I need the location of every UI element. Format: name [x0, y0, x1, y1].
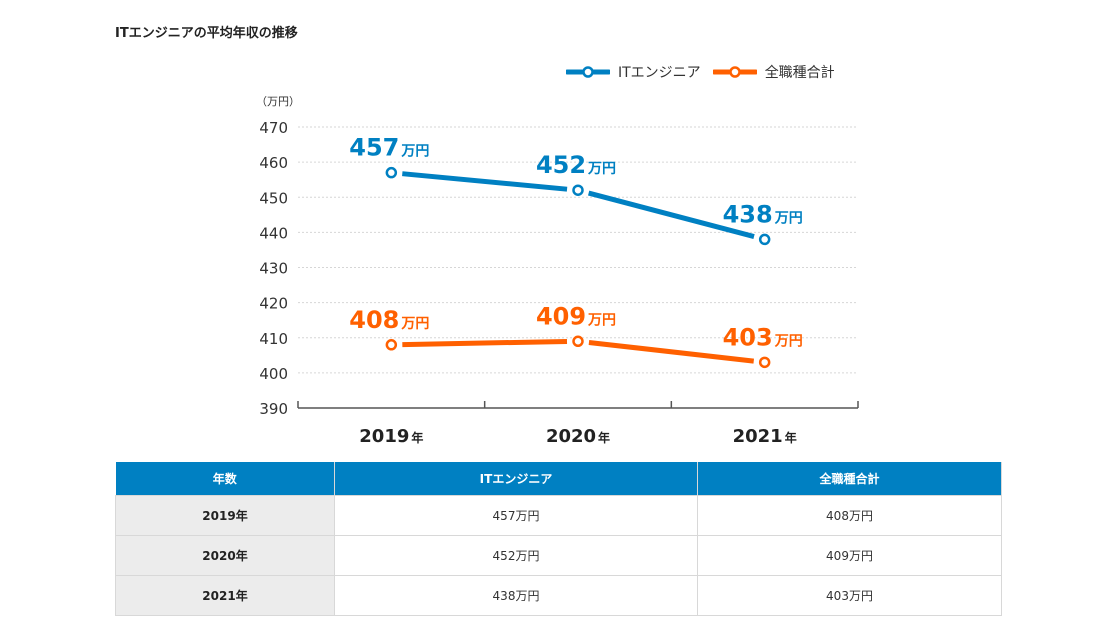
data-label: 409 万円	[536, 302, 616, 330]
legend-label: 全職種合計	[764, 65, 835, 81]
y-tick-label: 460	[259, 154, 288, 172]
y-axis-ticks: 390 400 410 420 430 440 450 460 470	[259, 119, 288, 418]
line-circle-marker-icon	[712, 66, 757, 78]
series-line-segment	[402, 171, 568, 192]
x-tick-label: 2020 年	[546, 426, 610, 447]
y-axis-unit-label: （万円）	[256, 95, 300, 108]
y-tick-label: 420	[259, 295, 288, 313]
data-label: 408 万円	[349, 306, 429, 334]
cell-all-jobs: 408万円	[697, 495, 1002, 536]
chart-title: ITエンジニアの平均年収の推移	[115, 26, 298, 41]
series-line-segment	[588, 340, 755, 364]
data-point	[572, 184, 584, 196]
data-label: 403 万円	[723, 323, 803, 351]
series-line-segment	[402, 338, 568, 348]
cell-all-jobs: 403万円	[697, 575, 1002, 616]
x-tick-label: 2021 年	[733, 426, 797, 447]
cell-it-engineer: 457万円	[334, 495, 698, 536]
cell-year: 2019年	[115, 495, 335, 536]
header-all-jobs: 全職種合計	[697, 462, 1002, 496]
data-point	[758, 233, 771, 246]
cell-year: 2020年	[115, 535, 335, 576]
grid-lines	[298, 126, 858, 374]
header-year: 年数	[115, 462, 335, 496]
y-tick-label: 430	[259, 260, 288, 278]
x-axis: 2019 年 2020 年 2021 年	[297, 401, 859, 447]
legend-item-it-engineer: ITエンジニア	[566, 62, 701, 82]
y-tick-label: 470	[259, 119, 288, 137]
cell-it-engineer: 452万円	[334, 535, 698, 576]
data-label: 438 万円	[723, 200, 803, 228]
table-row: 2020年 452万円 409万円	[115, 535, 1002, 576]
legend-label: ITエンジニア	[618, 65, 701, 81]
series-0: 457 万円 452 万円 438 万円	[349, 134, 803, 246]
data-point	[385, 339, 398, 351]
cell-all-jobs: 409万円	[697, 535, 1002, 576]
cell-year: 2021年	[115, 575, 335, 616]
data-table: 年数 ITエンジニア 全職種合計 2019年 457万円 408万円 2020年…	[115, 462, 1002, 616]
header-it-engineer: ITエンジニア	[334, 462, 698, 496]
data-point	[758, 356, 771, 369]
data-label: 452 万円	[536, 151, 616, 179]
line-circle-marker-icon	[566, 66, 610, 78]
table-header-row: 年数 ITエンジニア 全職種合計	[115, 462, 1002, 496]
legend-item-all-jobs: 全職種合計	[712, 62, 835, 82]
series-1: 408 万円 409 万円 403 万円	[349, 302, 803, 369]
y-tick-label: 410	[259, 330, 288, 348]
y-tick-label: 390	[259, 400, 288, 418]
data-point	[385, 166, 398, 179]
series-lines: 457 万円 452 万円 438 万円 408 万円 409 万円 403 万円	[349, 134, 803, 369]
cell-it-engineer: 438万円	[334, 575, 698, 616]
data-point	[572, 335, 584, 348]
y-tick-label: 440	[259, 224, 288, 242]
y-tick-label: 450	[259, 189, 288, 207]
chart-legend: ITエンジニア 全職種合計	[566, 62, 835, 82]
x-tick-label: 2019 年	[359, 426, 423, 447]
series-line-segment	[588, 190, 755, 240]
table-row: 2021年 438万円 403万円	[115, 575, 1002, 616]
table-row: 2019年 457万円 408万円	[115, 495, 1002, 536]
y-tick-label: 400	[259, 365, 288, 383]
data-label: 457 万円	[349, 134, 429, 162]
